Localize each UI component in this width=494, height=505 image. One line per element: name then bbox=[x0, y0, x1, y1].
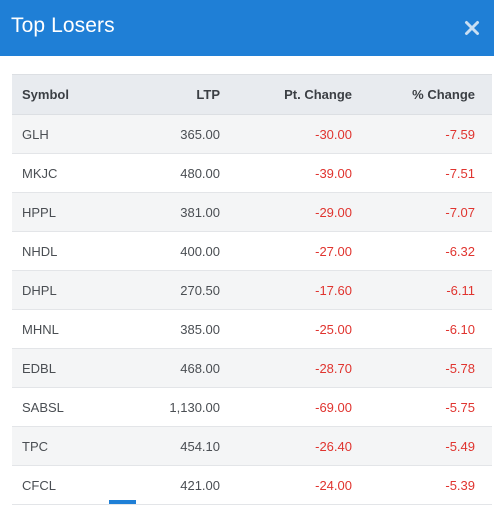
scroll-indicator[interactable] bbox=[109, 500, 136, 504]
ltp-cell: 468.00 bbox=[132, 348, 220, 388]
table-body: GLH 365.00 -30.00 -7.59 MKJC 480.00 -39.00 -7.5… bbox=[12, 114, 492, 505]
symbol-cell: MHNL bbox=[12, 309, 132, 349]
ltp-cell: 400.00 bbox=[132, 231, 220, 271]
pct-change-cell: -7.07 bbox=[352, 192, 492, 232]
column-header-pct-change[interactable]: % Change bbox=[352, 74, 492, 115]
column-header-pt-change[interactable]: Pt. Change bbox=[220, 74, 352, 115]
column-header-symbol[interactable]: Symbol bbox=[12, 74, 132, 115]
pt-change-cell: -24.00 bbox=[220, 465, 352, 505]
ltp-cell: 454.10 bbox=[132, 426, 220, 466]
table-header-row: Symbol LTP Pt. Change % Change bbox=[12, 74, 492, 115]
ltp-cell: 365.00 bbox=[132, 114, 220, 154]
close-icon bbox=[465, 21, 479, 35]
pct-change-cell: -6.32 bbox=[352, 231, 492, 271]
symbol-cell: GLH bbox=[12, 114, 132, 154]
ltp-cell: 1,130.00 bbox=[132, 387, 220, 427]
symbol-cell: EDBL bbox=[12, 348, 132, 388]
pt-change-cell: -26.40 bbox=[220, 426, 352, 466]
pt-change-cell: -17.60 bbox=[220, 270, 352, 310]
table-row[interactable]: MHNL 385.00 -25.00 -6.10 bbox=[12, 309, 492, 349]
symbol-cell: SABSL bbox=[12, 387, 132, 427]
table-row[interactable]: NHDL 400.00 -27.00 -6.32 bbox=[12, 231, 492, 271]
symbol-cell: DHPL bbox=[12, 270, 132, 310]
pct-change-cell: -5.39 bbox=[352, 465, 492, 505]
dialog-header: Top Losers bbox=[0, 0, 494, 56]
top-losers-table-container: Symbol LTP Pt. Change % Change GLH 365.00… bbox=[12, 74, 492, 505]
pt-change-cell: -29.00 bbox=[220, 192, 352, 232]
symbol-cell: TPC bbox=[12, 426, 132, 466]
symbol-cell: HPPL bbox=[12, 192, 132, 232]
dialog-title: Top Losers bbox=[11, 14, 115, 37]
ltp-cell: 421.00 bbox=[132, 465, 220, 505]
pct-change-cell: -5.49 bbox=[352, 426, 492, 466]
table-row[interactable]: MKJC 480.00 -39.00 -7.51 bbox=[12, 153, 492, 193]
pct-change-cell: -6.11 bbox=[352, 270, 492, 310]
table-row[interactable]: DHPL 270.50 -17.60 -6.11 bbox=[12, 270, 492, 310]
column-header-ltp[interactable]: LTP bbox=[132, 74, 220, 115]
pct-change-cell: -7.59 bbox=[352, 114, 492, 154]
pct-change-cell: -7.51 bbox=[352, 153, 492, 193]
pct-change-cell: -5.75 bbox=[352, 387, 492, 427]
symbol-cell: CFCL bbox=[12, 465, 132, 505]
pt-change-cell: -30.00 bbox=[220, 114, 352, 154]
ltp-cell: 480.00 bbox=[132, 153, 220, 193]
table-row[interactable]: EDBL 468.00 -28.70 -5.78 bbox=[12, 348, 492, 388]
table-row[interactable]: TPC 454.10 -26.40 -5.49 bbox=[12, 426, 492, 466]
pt-change-cell: -28.70 bbox=[220, 348, 352, 388]
pct-change-cell: -5.78 bbox=[352, 348, 492, 388]
symbol-cell: NHDL bbox=[12, 231, 132, 271]
pct-change-cell: -6.10 bbox=[352, 309, 492, 349]
ltp-cell: 385.00 bbox=[132, 309, 220, 349]
pt-change-cell: -39.00 bbox=[220, 153, 352, 193]
close-button[interactable] bbox=[460, 16, 484, 40]
table-row[interactable]: SABSL 1,130.00 -69.00 -5.75 bbox=[12, 387, 492, 427]
pt-change-cell: -25.00 bbox=[220, 309, 352, 349]
ltp-cell: 270.50 bbox=[132, 270, 220, 310]
symbol-cell: MKJC bbox=[12, 153, 132, 193]
table-row[interactable]: GLH 365.00 -30.00 -7.59 bbox=[12, 114, 492, 154]
top-losers-table: Symbol LTP Pt. Change % Change GLH 365.00… bbox=[12, 74, 492, 505]
pt-change-cell: -69.00 bbox=[220, 387, 352, 427]
table-row[interactable]: CFCL 421.00 -24.00 -5.39 bbox=[12, 465, 492, 505]
pt-change-cell: -27.00 bbox=[220, 231, 352, 271]
table-row[interactable]: HPPL 381.00 -29.00 -7.07 bbox=[12, 192, 492, 232]
ltp-cell: 381.00 bbox=[132, 192, 220, 232]
